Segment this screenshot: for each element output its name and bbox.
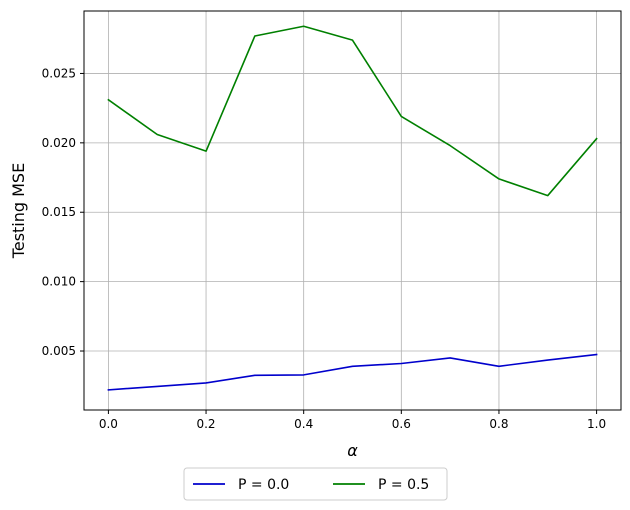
x-tick-label: 0.0 bbox=[99, 417, 118, 431]
x-tick-label: 1.0 bbox=[587, 417, 606, 431]
series-line-0 bbox=[107, 353, 598, 391]
x-tick-label: 0.2 bbox=[196, 417, 215, 431]
y-tick-label: 0.015 bbox=[42, 205, 76, 219]
y-tick-label: 0.010 bbox=[42, 275, 76, 289]
x-tick-label: 0.8 bbox=[489, 417, 508, 431]
series-line-1 bbox=[107, 25, 598, 197]
legend-label-1: P = 0.5 bbox=[378, 477, 429, 493]
y-axis-label: Testing MSE bbox=[9, 163, 28, 259]
y-tick-label: 0.005 bbox=[42, 344, 76, 358]
legend-label-0: P = 0.0 bbox=[238, 477, 289, 493]
y-tick-label: 0.020 bbox=[42, 136, 76, 150]
series-layer bbox=[107, 25, 598, 391]
legend-box bbox=[183, 467, 448, 501]
ticks: 0.0 0.2 0.4 0.6 0.8 1.0 0.005 0.010 0.015 0.020 0.… bbox=[42, 66, 606, 431]
y-tick-label: 0.025 bbox=[42, 66, 76, 80]
x-tick-label: 0.4 bbox=[294, 417, 313, 431]
plot-area-frame bbox=[83, 10, 622, 411]
x-axis-label: α bbox=[347, 441, 358, 460]
grid bbox=[84, 11, 621, 410]
legend: P = 0.0 P = 0.5 bbox=[183, 467, 448, 501]
x-tick-label: 0.6 bbox=[392, 417, 411, 431]
